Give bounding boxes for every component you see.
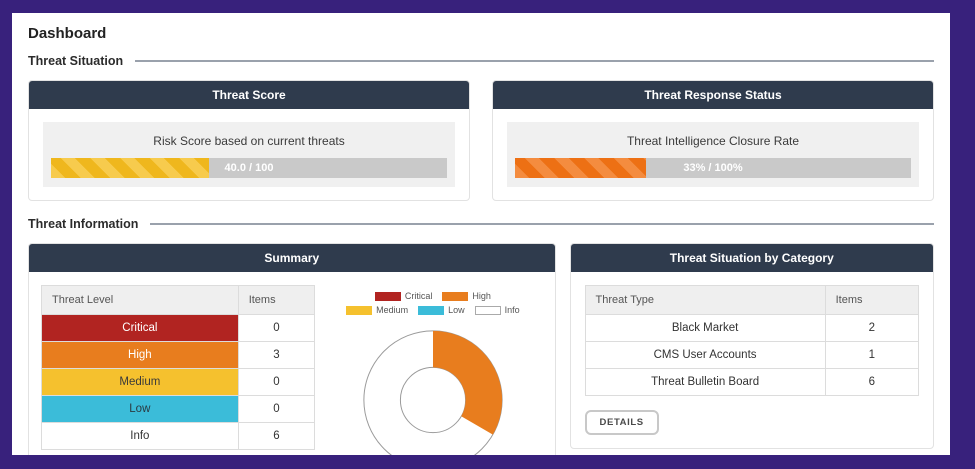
section-threat-information: Threat Information bbox=[28, 217, 934, 231]
items-cell: 1 bbox=[824, 341, 920, 369]
items-cell: 0 bbox=[237, 314, 316, 342]
summary-table: Threat Level Items Critical 0 bbox=[41, 285, 316, 450]
legend-row-1: Critical High bbox=[346, 291, 520, 301]
critical-swatch bbox=[374, 291, 401, 301]
summary-col-threat-level: Threat Level bbox=[41, 285, 239, 315]
threat-response-panel: Threat Intelligence Closure Rate 33% / 1… bbox=[507, 122, 919, 187]
table-row: Threat Bulletin Board 6 bbox=[584, 368, 920, 396]
level-cell-high: High bbox=[41, 341, 239, 369]
section-divider bbox=[150, 223, 934, 225]
level-cell-medium: Medium bbox=[41, 368, 239, 396]
category-table: Threat Type Items Black Market 2 CMS Use… bbox=[584, 285, 920, 396]
table-row: Medium 0 bbox=[41, 368, 316, 396]
threat-score-progress-fill bbox=[51, 158, 210, 178]
level-cell-info: Info bbox=[41, 422, 239, 450]
section-divider bbox=[135, 60, 934, 62]
legend-item-high: High bbox=[442, 291, 491, 301]
summary-chart-col: Critical High Medium bbox=[323, 285, 542, 455]
legend-label: Low bbox=[448, 305, 465, 315]
items-cell: 3 bbox=[237, 341, 316, 369]
medium-swatch bbox=[346, 305, 373, 315]
summary-table-col: Threat Level Items Critical 0 bbox=[41, 285, 316, 455]
low-swatch bbox=[418, 305, 445, 315]
threat-score-progress-value: 40.0 / 100 bbox=[224, 162, 274, 174]
threat-score-progressbar: 40.0 / 100 bbox=[51, 158, 447, 178]
summary-col-items: Items bbox=[237, 285, 316, 315]
category-col-threat-type: Threat Type bbox=[584, 285, 826, 315]
threat-response-progressbar: 33% / 100% bbox=[515, 158, 911, 178]
legend-label: High bbox=[472, 291, 491, 301]
table-row: High 3 bbox=[41, 341, 316, 369]
threat-response-card: Threat Response Status Threat Intelligen… bbox=[492, 80, 934, 201]
category-table-header-row: Threat Type Items bbox=[584, 285, 920, 315]
level-cell-low: Low bbox=[41, 395, 239, 423]
type-cell: CMS User Accounts bbox=[584, 341, 826, 369]
category-details-button[interactable]: DETAILS bbox=[584, 410, 659, 435]
info-swatch bbox=[474, 305, 501, 315]
threat-response-body: Threat Intelligence Closure Rate 33% / 1… bbox=[493, 109, 933, 200]
table-row: Black Market 2 bbox=[584, 314, 920, 342]
threat-score-card: Threat Score Risk Score based on current… bbox=[28, 80, 470, 201]
section-label: Threat Situation bbox=[28, 54, 124, 68]
threat-response-label: Threat Intelligence Closure Rate bbox=[626, 134, 800, 148]
items-cell: 6 bbox=[824, 368, 920, 396]
level-cell-critical: Critical bbox=[41, 314, 239, 342]
items-cell: 0 bbox=[237, 395, 316, 423]
summary-table-header-row: Threat Level Items bbox=[41, 285, 316, 315]
category-body: Threat Type Items Black Market 2 CMS Use… bbox=[571, 272, 933, 448]
threat-score-label: Risk Score based on current threats bbox=[153, 134, 345, 148]
page-title: Dashboard bbox=[28, 25, 107, 42]
legend-row-2: Medium Low Info bbox=[346, 305, 520, 315]
legend-item-low: Low bbox=[418, 305, 465, 315]
items-cell: 6 bbox=[237, 422, 316, 450]
items-cell: 0 bbox=[237, 368, 316, 396]
legend-label: Critical bbox=[404, 291, 433, 301]
category-header: Threat Situation by Category bbox=[570, 244, 933, 272]
threat-donut-chart bbox=[363, 330, 503, 455]
threat-information-row: Summary Threat Level Items bbox=[28, 243, 934, 455]
section-label: Threat Information bbox=[28, 217, 139, 231]
threat-score-header: Threat Score bbox=[29, 81, 469, 109]
type-cell: Threat Bulletin Board bbox=[584, 368, 826, 396]
dashboard-page: Dashboard Threat Situation Threat Score … bbox=[12, 13, 950, 455]
legend-item-critical: Critical bbox=[374, 291, 433, 301]
legend-item-medium: Medium bbox=[346, 305, 408, 315]
threat-response-progress-value: 33% / 100% bbox=[683, 162, 743, 174]
threat-situation-row: Threat Score Risk Score based on current… bbox=[28, 80, 934, 201]
threat-score-body: Risk Score based on current threats 40.0… bbox=[29, 109, 469, 200]
summary-body: Threat Level Items Critical 0 bbox=[29, 272, 555, 455]
summary-header: Summary bbox=[29, 244, 555, 272]
legend-label: Medium bbox=[376, 305, 409, 315]
summary-card: Summary Threat Level Items bbox=[28, 243, 556, 455]
section-threat-situation: Threat Situation bbox=[28, 54, 934, 68]
table-row: Low 0 bbox=[41, 395, 316, 423]
threat-response-progress-fill bbox=[515, 158, 646, 178]
category-col-items: Items bbox=[824, 285, 920, 315]
category-card: Threat Situation by Category Threat Type… bbox=[569, 243, 934, 449]
high-swatch bbox=[442, 291, 469, 301]
donut-legend: Critical High Medium bbox=[346, 291, 520, 315]
table-row: Info 6 bbox=[41, 422, 316, 450]
table-row: CMS User Accounts 1 bbox=[584, 341, 920, 369]
legend-item-info: Info bbox=[474, 305, 520, 315]
threat-response-header: Threat Response Status bbox=[493, 81, 933, 109]
items-cell: 2 bbox=[824, 314, 920, 342]
table-row: Critical 0 bbox=[41, 314, 316, 342]
type-cell: Black Market bbox=[584, 314, 826, 342]
threat-score-panel: Risk Score based on current threats 40.0… bbox=[43, 122, 455, 187]
legend-label: Info bbox=[504, 305, 520, 315]
